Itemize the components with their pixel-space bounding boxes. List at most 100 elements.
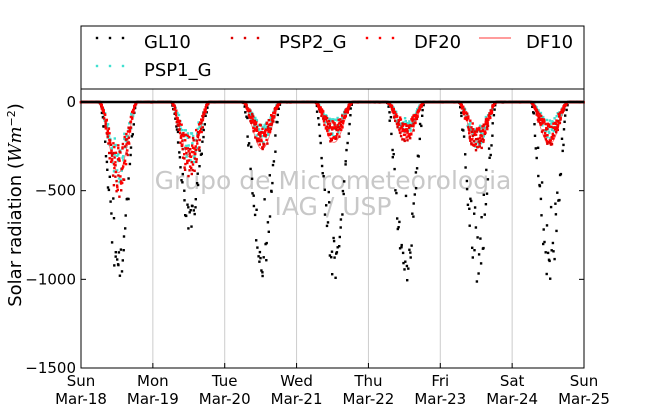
data-point <box>339 226 342 229</box>
data-point <box>130 112 133 115</box>
data-point <box>112 142 115 145</box>
data-point <box>269 122 272 126</box>
data-point <box>541 117 544 121</box>
data-point <box>459 106 462 109</box>
y-axis-label-exponent: −2 <box>5 110 18 126</box>
data-point <box>396 123 399 126</box>
data-point <box>194 198 197 201</box>
data-point <box>558 115 561 118</box>
data-point <box>274 150 277 153</box>
data-point <box>390 104 394 108</box>
data-point <box>399 131 402 134</box>
data-point <box>122 165 125 168</box>
data-point <box>484 203 488 206</box>
data-point <box>120 169 123 172</box>
data-point <box>268 215 272 218</box>
data-point <box>328 201 331 204</box>
data-point <box>106 123 110 126</box>
x-tick-label-day: Mon <box>137 372 169 390</box>
data-point <box>402 129 405 133</box>
legend-swatch-dot <box>365 36 369 40</box>
data-point <box>405 264 409 268</box>
data-point <box>191 144 194 147</box>
data-point <box>206 106 209 109</box>
data-point <box>463 113 466 116</box>
data-point <box>533 106 537 109</box>
data-point <box>421 108 424 112</box>
data-point <box>114 170 117 174</box>
data-point <box>465 187 469 191</box>
data-point <box>271 163 275 167</box>
data-point <box>176 111 179 115</box>
data-point <box>561 107 565 110</box>
data-point <box>413 193 416 196</box>
data-point <box>484 120 487 123</box>
data-point <box>328 133 331 137</box>
legend-label: PSP1_G <box>144 60 212 81</box>
data-point <box>181 156 185 159</box>
data-point <box>546 251 550 255</box>
data-point <box>396 227 399 231</box>
data-point <box>115 144 118 147</box>
data-point <box>391 110 394 113</box>
data-point <box>127 136 130 139</box>
data-point <box>546 122 549 125</box>
data-point <box>474 133 478 136</box>
data-point <box>404 194 408 198</box>
data-point <box>411 119 414 123</box>
data-point <box>335 135 338 138</box>
data-point <box>114 161 117 164</box>
data-point <box>257 124 260 127</box>
data-point <box>397 226 400 229</box>
data-point <box>108 132 111 135</box>
data-point <box>115 179 118 183</box>
data-point <box>130 135 134 138</box>
data-point <box>552 134 556 137</box>
data-point <box>258 139 261 143</box>
data-point <box>317 117 320 120</box>
data-point <box>186 147 190 150</box>
data-point <box>190 225 193 228</box>
data-point <box>552 129 556 133</box>
data-point <box>478 145 481 148</box>
data-point <box>480 127 483 130</box>
legend-item-df10: DF10 <box>479 32 573 53</box>
data-point <box>335 128 338 132</box>
data-point <box>400 243 403 247</box>
data-point <box>535 108 539 112</box>
data-point <box>258 260 261 263</box>
data-point <box>486 124 490 128</box>
x-tick-label-date: Mar-18 <box>55 390 107 408</box>
data-point <box>276 105 280 108</box>
data-point <box>542 115 545 119</box>
data-point <box>474 138 478 141</box>
data-point <box>255 125 259 129</box>
x-tick-label-date: Mar-23 <box>414 390 466 408</box>
data-point <box>471 246 474 249</box>
data-point <box>478 137 482 140</box>
data-point <box>408 124 411 128</box>
data-point <box>341 189 345 193</box>
data-point <box>336 246 339 249</box>
data-point <box>250 120 253 123</box>
data-point <box>412 129 415 132</box>
data-point <box>560 137 564 140</box>
data-point <box>101 116 105 119</box>
data-point <box>545 140 548 143</box>
data-point <box>388 119 391 122</box>
data-point <box>320 156 323 160</box>
data-point <box>404 133 407 136</box>
watermark-line-1: Grupo de Micrometeorologia <box>155 166 512 195</box>
data-point <box>127 197 130 201</box>
data-point <box>185 147 188 150</box>
data-point <box>323 123 326 127</box>
data-point <box>482 246 485 250</box>
data-point <box>406 128 409 131</box>
data-point <box>337 131 340 134</box>
data-point <box>201 140 204 143</box>
data-point <box>473 128 476 132</box>
data-point <box>117 174 120 177</box>
data-point <box>129 153 132 157</box>
data-point <box>122 235 126 238</box>
data-point <box>538 116 541 119</box>
